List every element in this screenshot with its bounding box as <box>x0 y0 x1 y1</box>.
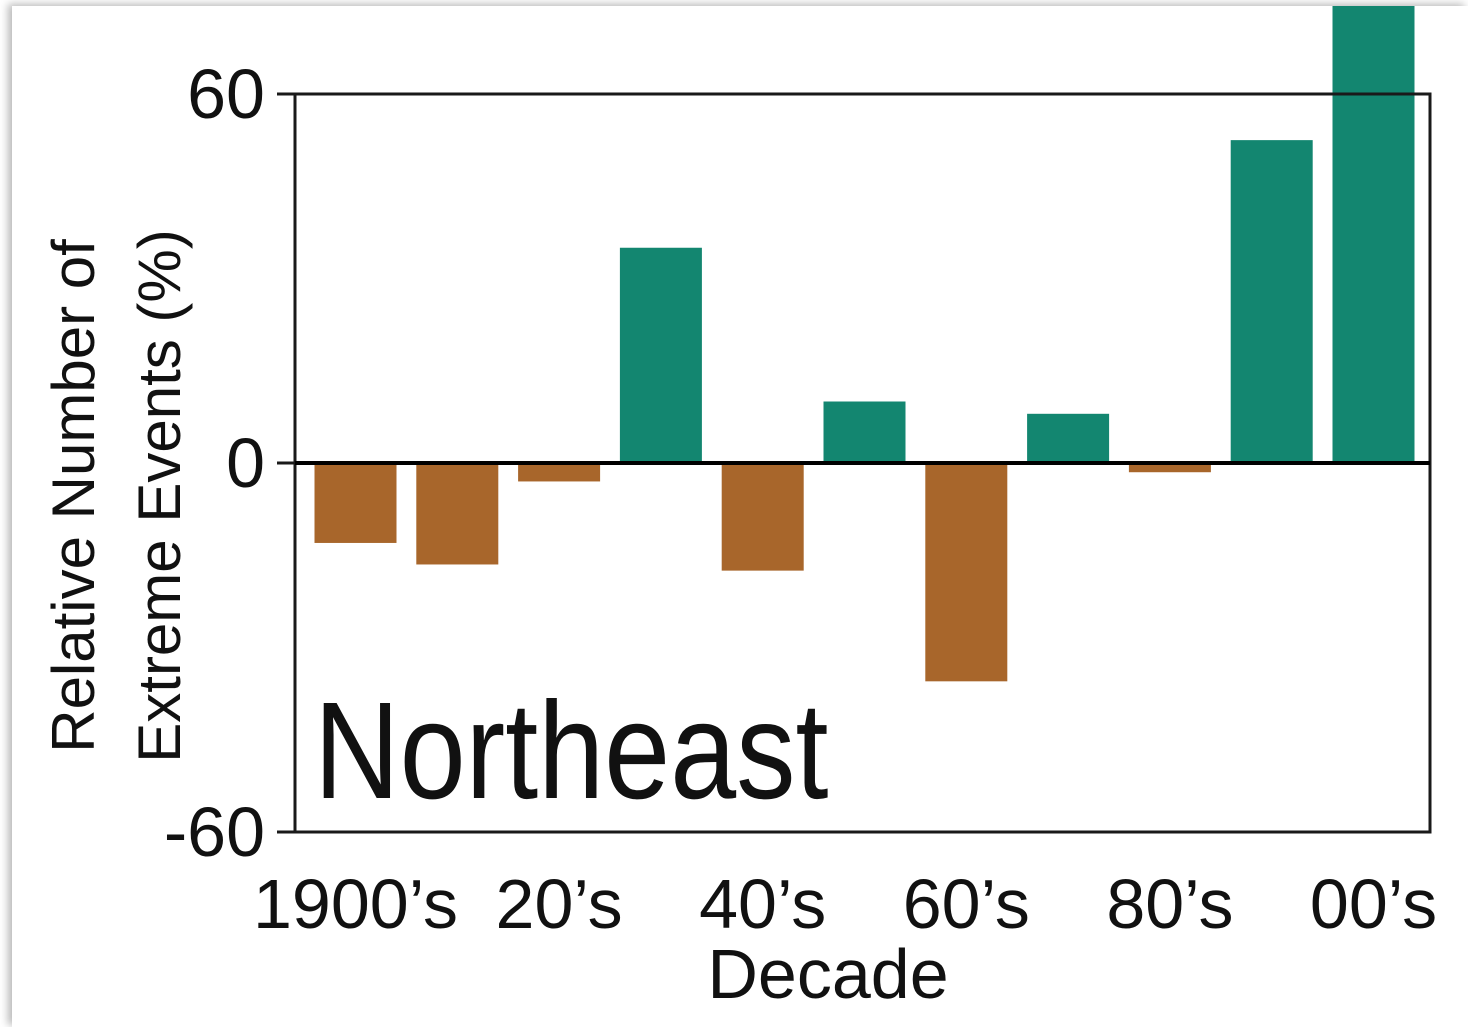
bar-70s <box>1027 413 1110 463</box>
y-tick-label: 60 <box>187 55 265 133</box>
x-tick-label: 1900’s <box>253 865 458 943</box>
bar-40s <box>721 463 804 571</box>
bars-group <box>314 6 1415 682</box>
bar-80s <box>1128 463 1211 473</box>
y-tick-label: -60 <box>164 793 265 871</box>
bar-chart: 60 0 -60 1900’s 20’s 40’s 60’s 80’s 00’s Northe… <box>40 6 1437 1013</box>
bar-1900s <box>314 463 397 543</box>
x-tick-label: 40’s <box>699 865 826 943</box>
bar-90s <box>1230 140 1313 463</box>
bar-50s <box>823 401 906 463</box>
y-tick-label: 0 <box>226 424 265 502</box>
figure-frame: 60 0 -60 1900’s 20’s 40’s 60’s 80’s 00’s Northe… <box>12 6 1468 1027</box>
x-axis-title: Decade <box>707 935 948 1013</box>
x-axis-tick-labels: 1900’s 20’s 40’s 60’s 80’s 00’s <box>253 865 1437 943</box>
x-tick-label: 20’s <box>496 865 623 943</box>
bar-30s <box>619 247 702 463</box>
bar-20s <box>518 463 601 482</box>
bar-00s <box>1332 6 1415 463</box>
y-axis-ticks: 60 0 -60 <box>164 55 295 871</box>
bar-10s <box>416 463 499 565</box>
y-axis-title-line-1: Relative Number of <box>40 239 107 753</box>
x-tick-label: 80’s <box>1106 865 1233 943</box>
x-tick-label: 00’s <box>1310 865 1437 943</box>
bar-60s <box>925 463 1008 682</box>
y-axis-title-line-2: Extreme Events (%) <box>126 229 193 762</box>
chart-title-northeast: Northeast <box>314 674 828 828</box>
x-tick-label: 60’s <box>903 865 1030 943</box>
